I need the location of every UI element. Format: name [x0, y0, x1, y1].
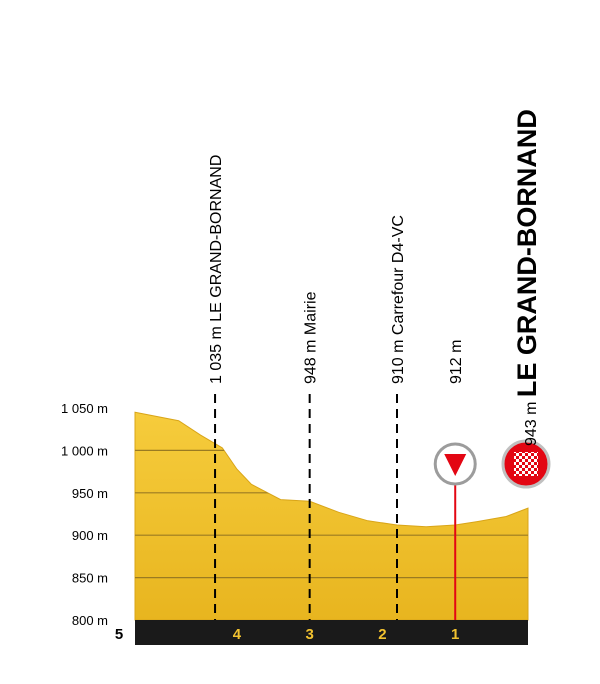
- finish-label: 943 m LE GRAND-BORNAND: [512, 109, 542, 446]
- y-axis-labels: 1 050 m 1 000 m 950 m 900 m 850 m 800 m: [61, 401, 108, 628]
- point-label: 910 m Carrefour D4-VC: [390, 215, 407, 384]
- km-tick-label: 4: [233, 626, 242, 643]
- finish-flag-icon: [501, 439, 551, 489]
- y-tick-label: 1 000 m: [61, 443, 108, 458]
- finish-town: LE GRAND-BORNAND: [512, 109, 542, 397]
- profile-area: [134, 411, 529, 621]
- route-points: 1 035 m LE GRAND-BORNAND 948 m Mairie 910 …: [208, 155, 477, 620]
- km-axis: 5 4 3 2 1: [115, 620, 528, 645]
- point-label: 948 m Mairie: [303, 291, 320, 384]
- y-tick-label: 850 m: [72, 571, 108, 586]
- finish-annotation: 943 m LE GRAND-BORNAND: [501, 109, 551, 489]
- km-tick-label: 5: [115, 626, 123, 643]
- checkered-flag-icon: [514, 452, 538, 476]
- intermediate-sprint-icon: [433, 442, 477, 486]
- y-tick-label: 800 m: [72, 613, 108, 628]
- point-label: 912 m: [448, 340, 465, 384]
- km-tick-label: 2: [378, 626, 386, 643]
- finish-altitude: 943 m: [523, 397, 540, 446]
- y-tick-label: 900 m: [72, 528, 108, 543]
- profile-fill: [134, 411, 529, 621]
- km-axis-bar: [135, 620, 528, 645]
- km-tick-label: 1: [451, 626, 459, 643]
- km-tick-label: 3: [305, 626, 313, 643]
- point-label: 1 035 m LE GRAND-BORNAND: [208, 155, 225, 384]
- sprint-triangle-icon: [444, 454, 467, 476]
- y-tick-label: 950 m: [72, 486, 108, 501]
- y-tick-label: 1 050 m: [61, 401, 108, 416]
